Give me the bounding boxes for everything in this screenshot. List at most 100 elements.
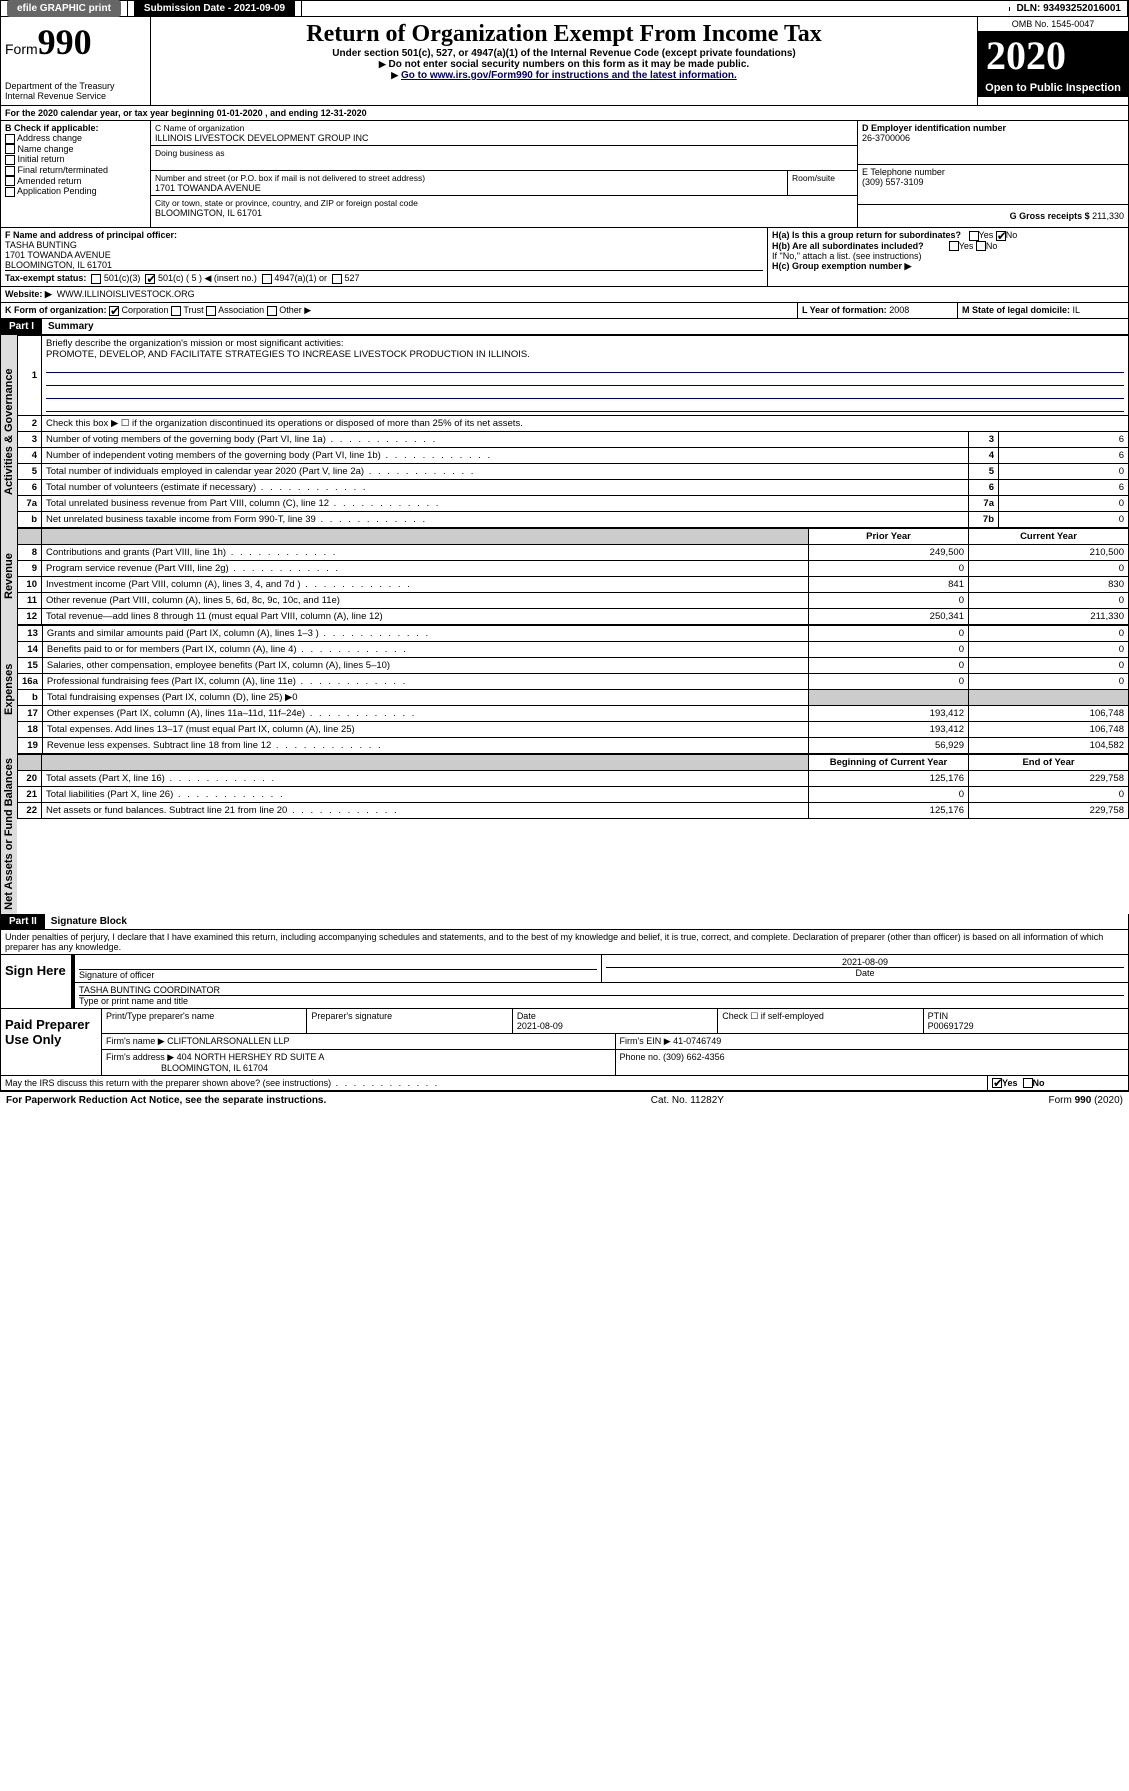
sig-date: 2021-08-09 (842, 957, 888, 967)
city-label: City or town, state or province, country… (155, 198, 853, 208)
exp-row: bTotal fundraising expenses (Part IX, co… (18, 690, 1129, 706)
cb-pending[interactable]: Application Pending (5, 186, 146, 197)
ptin-value: P00691729 (928, 1021, 974, 1031)
exp-row: 18Total expenses. Add lines 13–17 (must … (18, 722, 1129, 738)
exp-row: 14Benefits paid to or for members (Part … (18, 642, 1129, 658)
subtitle-3: Go to www.irs.gov/Form990 for instructio… (155, 70, 973, 81)
cb-final-return[interactable]: Final return/terminated (5, 165, 146, 176)
cb-corp[interactable] (109, 306, 119, 316)
open-inspection: Open to Public Inspection (978, 79, 1128, 97)
tax-status-label: Tax-exempt status: (5, 273, 86, 283)
officer-label: F Name and address of principal officer: (5, 230, 763, 240)
submission-date: Submission Date - 2021-09-09 (134, 0, 295, 17)
exp-row: 13Grants and similar amounts paid (Part … (18, 626, 1129, 642)
cb-4947[interactable] (262, 274, 272, 284)
officer-name-title: TASHA BUNTING COORDINATOR (79, 985, 220, 995)
date-label: Date (606, 967, 1124, 978)
section-bcdefg: B Check if applicable: Address change Na… (0, 121, 1129, 228)
part2-header: Part II Signature Block (0, 914, 1129, 930)
form-ref: Form 990 (2020) (1049, 1095, 1123, 1106)
dba-label: Doing business as (155, 148, 853, 158)
gov-row: bNet unrelated business taxable income f… (18, 512, 1129, 528)
prep-date: 2021-08-09 (517, 1021, 563, 1031)
firm-city: BLOOMINGTON, IL 61704 (161, 1063, 268, 1073)
exp-row: 15Salaries, other compensation, employee… (18, 658, 1129, 674)
rev-row: 10Investment income (Part VIII, column (… (18, 577, 1129, 593)
ptin-label: PTIN (928, 1011, 949, 1021)
exp-row: 16aProfessional fundraising fees (Part I… (18, 674, 1129, 690)
year-formation: 2008 (889, 305, 909, 315)
org-form-label: K Form of organization: (5, 305, 107, 315)
cb-other[interactable] (267, 306, 277, 316)
net-row: 22Net assets or fund balances. Subtract … (18, 803, 1129, 819)
tax-year: 2020 (978, 32, 1128, 79)
cb-discuss-yes[interactable] (992, 1078, 1002, 1088)
domicile-label: M State of legal domicile: (962, 305, 1073, 315)
cb-501c3[interactable] (91, 274, 101, 284)
cb-527[interactable] (332, 274, 342, 284)
form-header: Form990 Department of the Treasury Inter… (0, 17, 1129, 106)
gov-row: 7aTotal unrelated business revenue from … (18, 496, 1129, 512)
cb-initial-return[interactable]: Initial return (5, 154, 146, 165)
firm-addr-label: Firm's address ▶ (106, 1052, 174, 1062)
page-footer: For Paperwork Reduction Act Notice, see … (0, 1091, 1129, 1109)
signature-block: Under penalties of perjury, I declare th… (0, 930, 1129, 1076)
domicile: IL (1073, 305, 1081, 315)
year-formation-label: L Year of formation: (802, 305, 889, 315)
firm-name-label: Firm's name ▶ (106, 1036, 165, 1046)
prep-sig-label: Preparer's signature (311, 1011, 392, 1021)
cb-trust[interactable] (171, 306, 181, 316)
phone-label: E Telephone number (862, 167, 1124, 177)
cb-discuss-no[interactable] (1023, 1078, 1033, 1088)
cb-amended[interactable]: Amended return (5, 176, 146, 187)
period-line: For the 2020 calendar year, or tax year … (1, 106, 1128, 120)
cb-address-change[interactable]: Address change (5, 133, 146, 144)
hdr-curr: Current Year (969, 529, 1129, 545)
omb-number: OMB No. 1545-0047 (978, 17, 1128, 32)
cb-assoc[interactable] (206, 306, 216, 316)
vlabel-net: Net Assets or Fund Balances (1, 754, 17, 914)
perjury-text: Under penalties of perjury, I declare th… (1, 930, 1128, 954)
hdr-beg: Beginning of Current Year (809, 755, 969, 771)
part1-header: Part I Summary (0, 319, 1129, 335)
vlabel-revenue: Revenue (1, 528, 17, 625)
top-bar: efile GRAPHIC print Submission Date - 20… (0, 0, 1129, 17)
dept-label: Department of the Treasury Internal Reve… (5, 81, 146, 101)
room-label: Room/suite (792, 173, 853, 183)
box-b-label: B Check if applicable: (5, 123, 146, 133)
rev-row: 12Total revenue—add lines 8 through 11 (… (18, 609, 1129, 625)
cb-501c[interactable] (145, 274, 155, 284)
form-number: 990 (38, 22, 92, 62)
city-state-zip: BLOOMINGTON, IL 61701 (155, 208, 853, 218)
rev-row: 9Program service revenue (Part VIII, lin… (18, 561, 1129, 577)
net-table: Beginning of Current YearEnd of Year 20T… (17, 754, 1129, 819)
officer-addr1: 1701 TOWANDA AVENUE (5, 250, 763, 260)
org-name-label: C Name of organization (155, 123, 853, 133)
subtitle-1: Under section 501(c), 527, or 4947(a)(1)… (155, 48, 973, 59)
revenue-table: Prior YearCurrent Year 8Contributions an… (17, 528, 1129, 625)
type-label: Type or print name and title (79, 995, 1124, 1006)
gross-label: G Gross receipts $ (1010, 211, 1093, 221)
gov-row: 5Total number of individuals employed in… (18, 464, 1129, 480)
hdr-end: End of Year (969, 755, 1129, 771)
self-employed-check[interactable]: Check ☐ if self-employed (717, 1009, 922, 1033)
firm-phone-label: Phone no. (620, 1052, 664, 1062)
net-row: 21Total liabilities (Part X, line 26)00 (18, 787, 1129, 803)
efile-button[interactable]: efile GRAPHIC print (7, 0, 121, 17)
firm-addr: 404 NORTH HERSHEY RD SUITE A (177, 1052, 325, 1062)
h-c: H(c) Group exemption number ▶ (772, 261, 1124, 272)
part2-label: Part II (1, 914, 45, 929)
officer-addr2: BLOOMINGTON, IL 61701 (5, 260, 763, 270)
phone-value: (309) 557-3109 (862, 177, 1124, 187)
rev-row: 11Other revenue (Part VIII, column (A), … (18, 593, 1129, 609)
paid-preparer-label: Paid Preparer Use Only (1, 1009, 101, 1075)
vlabel-governance: Activities & Governance (1, 335, 17, 528)
subtitle-2: Do not enter social security numbers on … (155, 59, 973, 70)
street-address: 1701 TOWANDA AVENUE (155, 183, 783, 193)
vlabel-expenses: Expenses (1, 625, 17, 754)
cb-name-change[interactable]: Name change (5, 144, 146, 155)
rev-row: 8Contributions and grants (Part VIII, li… (18, 545, 1129, 561)
gov-row: 3Number of voting members of the governi… (18, 432, 1129, 448)
governance-table: 1 Briefly describe the organization's mi… (17, 335, 1129, 528)
h-b2: If "No," attach a list. (see instruction… (772, 251, 1124, 261)
